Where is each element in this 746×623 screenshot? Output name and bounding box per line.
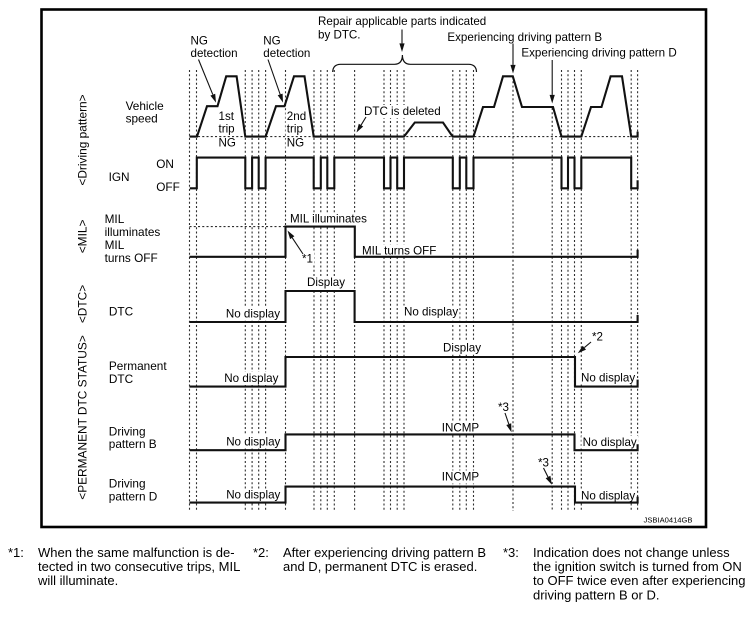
svg-text:to OFF twice even after experi: to OFF twice even after experiencing: [533, 573, 745, 588]
svg-text:MIL illuminates: MIL illuminates: [290, 213, 367, 226]
svg-text:<DTC>: <DTC>: [76, 285, 90, 323]
svg-text:Driving: Driving: [109, 477, 146, 491]
svg-text:ON: ON: [156, 157, 174, 171]
svg-text:by DTC.: by DTC.: [318, 28, 361, 41]
svg-text:INCMP: INCMP: [442, 471, 480, 484]
svg-text:Vehicle: Vehicle: [126, 99, 164, 113]
svg-text:NG: NG: [263, 34, 280, 47]
svg-text:MIL: MIL: [105, 238, 125, 252]
svg-text:pattern D: pattern D: [109, 489, 158, 503]
svg-text:Driving: Driving: [109, 424, 146, 438]
svg-text:No display: No display: [581, 490, 635, 503]
svg-text:No display: No display: [583, 436, 637, 449]
svg-text:No display: No display: [581, 372, 635, 385]
svg-text:No display: No display: [226, 436, 280, 449]
svg-text:trip: trip: [219, 123, 235, 136]
svg-text:Experiencing driving pattern D: Experiencing driving pattern D: [521, 46, 676, 59]
svg-text:*3:: *3:: [503, 545, 519, 560]
svg-text:MIL: MIL: [105, 212, 125, 226]
svg-text:NG: NG: [191, 34, 208, 47]
svg-text:No display: No display: [226, 308, 280, 321]
svg-text:and D, permanent DTC is erased: and D, permanent DTC is erased.: [283, 559, 477, 574]
svg-text:No display: No display: [404, 306, 458, 319]
svg-text:<MIL>: <MIL>: [76, 219, 90, 253]
svg-text:Display: Display: [307, 276, 345, 289]
svg-text:No display: No display: [224, 372, 278, 385]
svg-text:No display: No display: [226, 489, 280, 502]
svg-text:trip: trip: [287, 123, 303, 136]
svg-text:NG: NG: [287, 137, 304, 150]
svg-text:*2:: *2:: [253, 545, 269, 560]
svg-text:JSBIA0414GB: JSBIA0414GB: [644, 516, 693, 525]
svg-text:DTC: DTC: [109, 305, 134, 319]
svg-text:turns OFF: turns OFF: [105, 251, 158, 265]
svg-text:Permanent: Permanent: [109, 359, 167, 373]
svg-text:the ignition switch is turned: the ignition switch is turned from ON: [533, 559, 742, 574]
svg-text:OFF: OFF: [156, 180, 180, 194]
svg-text:MIL turns OFF: MIL turns OFF: [362, 245, 436, 258]
svg-text:illuminates: illuminates: [105, 225, 161, 239]
svg-text:DTC: DTC: [109, 372, 134, 386]
svg-text:Indication does not change unl: Indication does not change unless: [533, 545, 730, 560]
svg-text:*1: *1: [302, 253, 313, 266]
svg-text:detection: detection: [263, 47, 310, 60]
svg-text:*1:: *1:: [8, 545, 24, 560]
svg-text:tected in two consecutive trip: tected in two consecutive trips, MIL: [38, 559, 240, 574]
svg-text:pattern B: pattern B: [109, 437, 157, 451]
svg-text:driving pattern B or D.: driving pattern B or D.: [533, 587, 659, 602]
svg-text:detection: detection: [191, 47, 238, 60]
svg-text:IGN: IGN: [109, 170, 130, 184]
svg-text:INCMP: INCMP: [442, 422, 480, 435]
svg-text:*2: *2: [592, 331, 603, 344]
svg-text:*3: *3: [538, 457, 549, 470]
svg-text:speed: speed: [126, 112, 158, 126]
svg-text:1st: 1st: [219, 110, 235, 123]
svg-text:*3: *3: [498, 401, 509, 414]
svg-text:After experiencing driving pat: After experiencing driving pattern B: [283, 545, 486, 560]
svg-text:When the same malfunction is d: When the same malfunction is de-: [38, 545, 235, 560]
svg-text:DTC is deleted: DTC is deleted: [364, 105, 441, 118]
svg-text:2nd: 2nd: [287, 110, 306, 123]
svg-text:NG: NG: [219, 137, 236, 150]
svg-text:<Driving pattern>: <Driving pattern>: [76, 94, 90, 185]
svg-text:will illuminate.: will illuminate.: [37, 573, 118, 588]
svg-text:<PERMANENT DTC STATUS>: <PERMANENT DTC STATUS>: [76, 335, 90, 500]
svg-text:Experiencing driving pattern B: Experiencing driving pattern B: [447, 31, 602, 44]
svg-text:Display: Display: [443, 342, 481, 355]
svg-text:Repair applicable parts indica: Repair applicable parts indicated: [318, 15, 486, 28]
